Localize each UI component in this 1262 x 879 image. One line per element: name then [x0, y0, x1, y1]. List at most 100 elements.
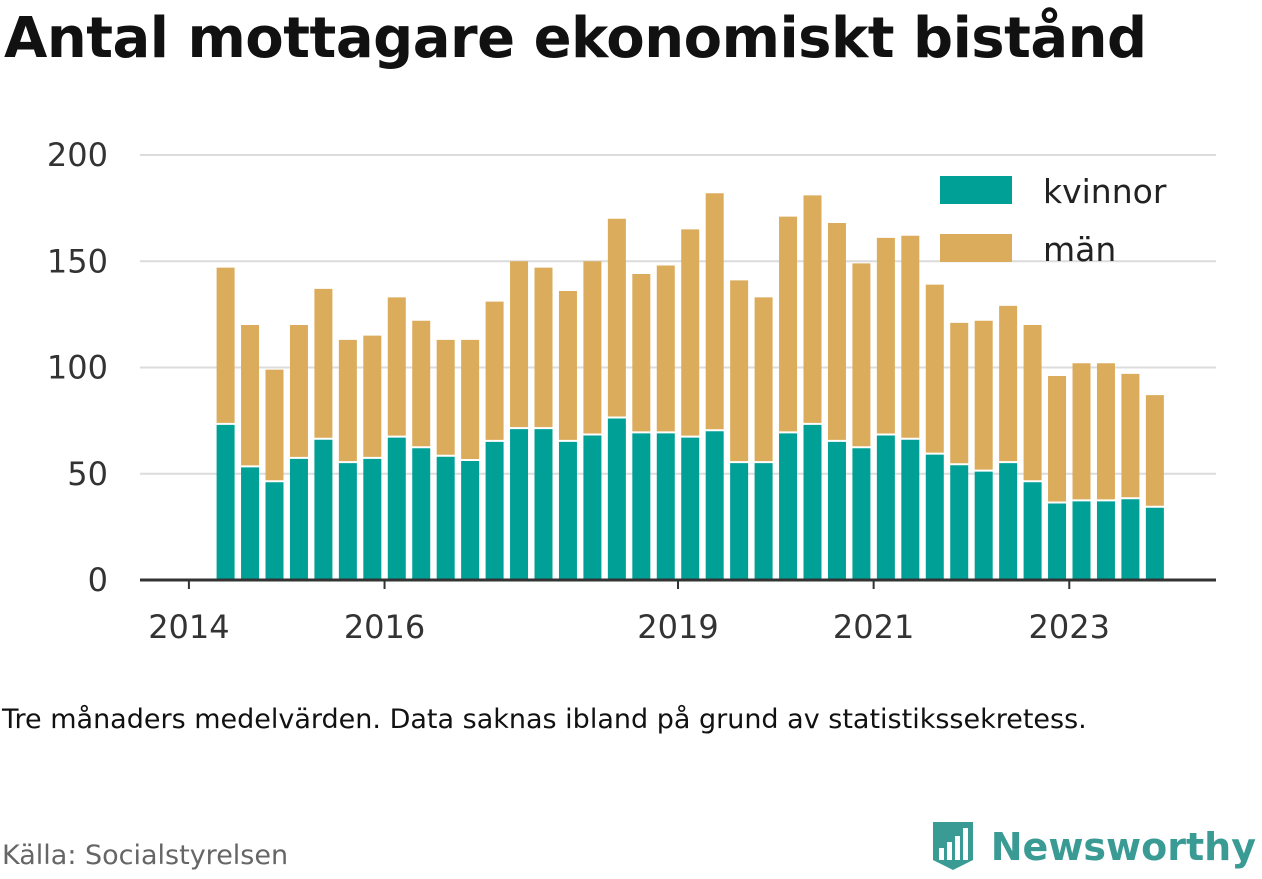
bar-kvinnor [974, 471, 993, 580]
bar-man [876, 237, 895, 434]
bar-man [803, 195, 822, 423]
y-tick-label: 200 [47, 136, 108, 174]
bar-kvinnor [950, 465, 969, 580]
x-tick-label: 2016 [344, 608, 425, 646]
legend: kvinnor män [940, 172, 1167, 269]
bar-man [363, 335, 382, 457]
y-tick-label: 100 [47, 349, 108, 387]
bar-man [656, 265, 675, 432]
bar-man [852, 263, 871, 447]
bar-kvinnor [387, 437, 406, 580]
bar-kvinnor [876, 435, 895, 580]
bar-kvinnor [901, 439, 920, 580]
bar-kvinnor [289, 458, 308, 580]
bar-kvinnor [705, 431, 724, 580]
x-tick-label: 2021 [833, 608, 914, 646]
bar-kvinnor [681, 437, 700, 580]
bar-kvinnor [925, 454, 944, 580]
bar-man [705, 193, 724, 430]
x-tick-label: 2014 [148, 608, 229, 646]
legend-swatch [940, 176, 1012, 204]
brand-logo[interactable]: Newsworthy [929, 818, 1256, 876]
bar-man [461, 339, 480, 459]
bar-kvinnor [216, 424, 235, 580]
bar-kvinnor [803, 424, 822, 580]
source-label: Källa: Socialstyrelsen [2, 840, 289, 871]
bar-kvinnor [1121, 499, 1140, 580]
bar-kvinnor [754, 463, 773, 580]
x-tick-label: 2023 [1029, 608, 1110, 646]
x-tick-label: 2019 [637, 608, 718, 646]
legend-label: kvinnor [1043, 172, 1167, 211]
bar-man [1096, 363, 1115, 500]
bar-kvinnor [558, 441, 577, 580]
legend-label: män [1043, 230, 1116, 269]
bar-man [387, 297, 406, 436]
bar-man [216, 267, 235, 423]
bar-man [1048, 376, 1067, 502]
bar-man [558, 291, 577, 440]
bar-kvinnor [461, 461, 480, 580]
bar-kvinnor [314, 439, 333, 580]
bar-kvinnor [999, 463, 1018, 580]
bar-kvinnor [852, 448, 871, 580]
bar-man [265, 369, 284, 481]
y-tick-label: 150 [47, 242, 108, 280]
bar-kvinnor [583, 435, 602, 580]
bar-man [241, 325, 260, 466]
x-axis: 2014 2016 2019 2021 2023 [140, 578, 1216, 646]
stacked-bar-chart: 0 50 100 150 200 2014 2016 2019 2021 2023 kvinno… [47, 136, 1216, 646]
bar-man [730, 280, 749, 462]
bar-man [1121, 373, 1140, 498]
bar-man [1023, 325, 1042, 481]
bar-kvinnor [1096, 501, 1115, 580]
bar-man [1145, 395, 1164, 506]
bar-kvinnor [656, 433, 675, 580]
bar-man [925, 284, 944, 453]
bar-kvinnor [1023, 482, 1042, 580]
chart-title: Antal mottagare ekonomiskt bistånd [4, 6, 1147, 71]
bar-man [901, 235, 920, 438]
bar-kvinnor [363, 458, 382, 580]
bar-kvinnor [265, 482, 284, 580]
y-axis-ticks: 0 50 100 150 200 [47, 136, 108, 599]
bar-man [338, 339, 357, 462]
bar-man [436, 339, 455, 455]
brand-name: Newsworthy [990, 825, 1256, 869]
bar-kvinnor [632, 433, 651, 580]
bar-man [681, 229, 700, 436]
chart-note: Tre månaders medelvärden. Data saknas ib… [2, 704, 1087, 735]
bar-kvinnor [436, 456, 455, 580]
bar-man [827, 223, 846, 440]
bar-kvinnor [1048, 503, 1067, 580]
bar-kvinnor [412, 448, 431, 580]
y-tick-label: 0 [88, 561, 108, 599]
bar-man [632, 274, 651, 432]
y-tick-label: 50 [67, 455, 108, 493]
bar-man [999, 305, 1018, 462]
bar-man [1072, 363, 1091, 500]
bar-kvinnor [1145, 507, 1164, 580]
bar-man [510, 261, 529, 428]
bar-kvinnor [241, 467, 260, 580]
bar-man [314, 288, 333, 438]
bar-man [289, 325, 308, 457]
bar-man [485, 301, 504, 440]
bar-man [754, 297, 773, 462]
bar-kvinnor [338, 463, 357, 580]
bar-man [974, 320, 993, 470]
bar-man [779, 216, 798, 432]
bar-man [583, 261, 602, 434]
bar-kvinnor [485, 441, 504, 580]
bar-man [950, 322, 969, 464]
bar-kvinnor [827, 441, 846, 580]
bars [216, 193, 1164, 580]
bar-kvinnor [534, 429, 553, 580]
bar-kvinnor [510, 429, 529, 580]
bar-kvinnor [1072, 501, 1091, 580]
bar-man [534, 267, 553, 428]
bar-kvinnor [607, 418, 626, 580]
bar-man [607, 218, 626, 417]
bar-kvinnor [779, 433, 798, 580]
legend-swatch [940, 234, 1012, 262]
